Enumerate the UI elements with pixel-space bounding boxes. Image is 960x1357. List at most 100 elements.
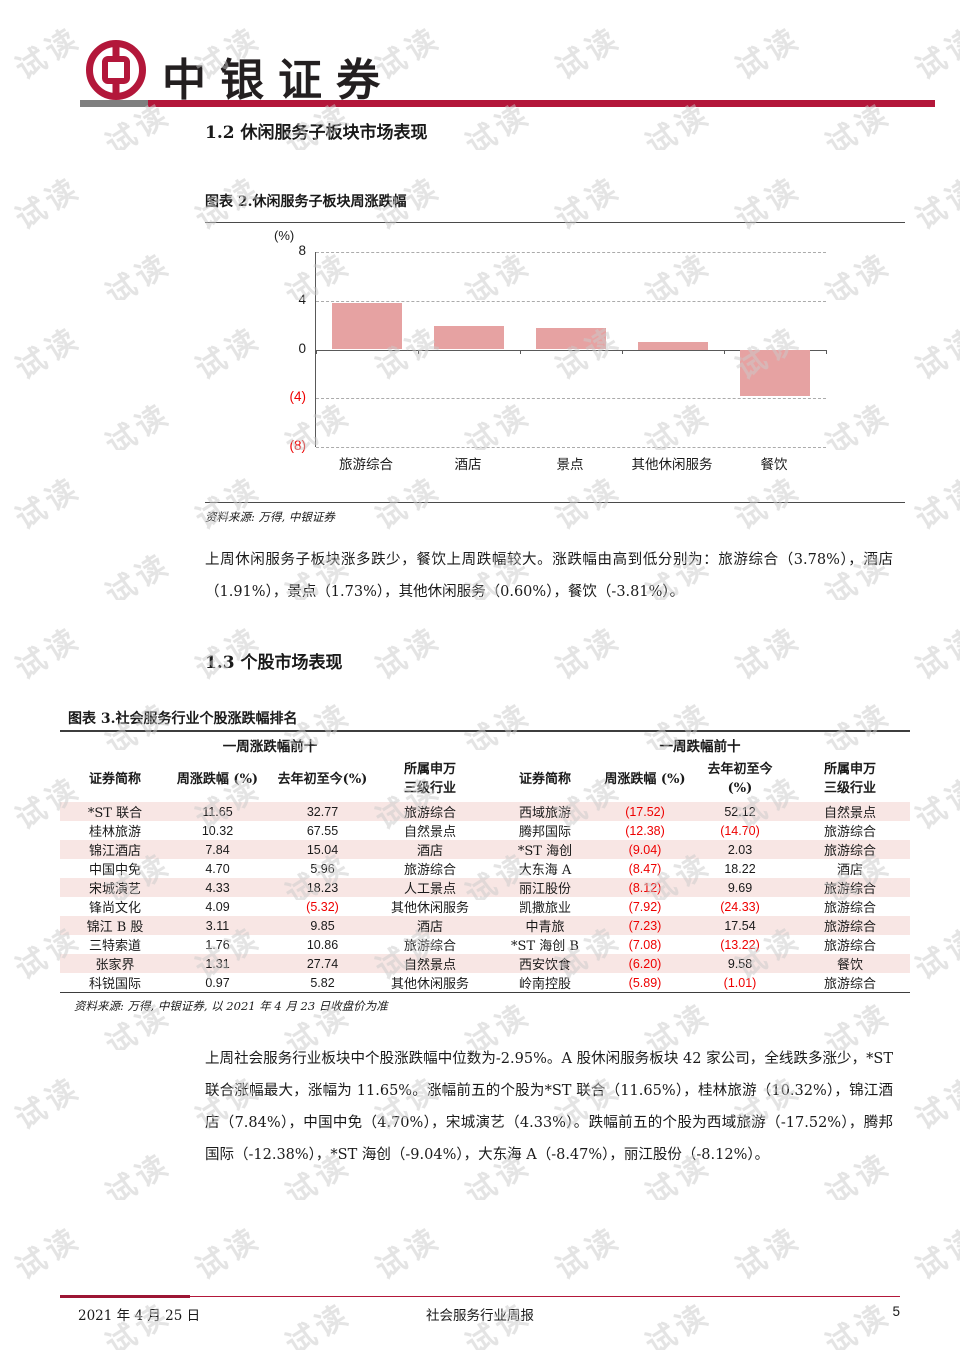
table-cell: *ST 海创 B bbox=[511, 939, 579, 954]
column-header: 所属申万 三级行业 bbox=[823, 762, 876, 796]
column-header: 周涨跌幅 (%) bbox=[176, 771, 259, 787]
table-cell: 9.69 bbox=[727, 880, 753, 895]
footer-rule-thick bbox=[60, 1295, 190, 1298]
table-cell: 餐饮 bbox=[836, 958, 863, 973]
table-cell: 旅游综合 bbox=[823, 939, 876, 954]
table-cell: (12.38) bbox=[625, 823, 665, 838]
section-heading-1-3: 1.3 个股市场表现 bbox=[205, 653, 343, 673]
table-cell: 67.55 bbox=[306, 823, 339, 838]
table-cell: 3.11 bbox=[205, 918, 230, 933]
table-cell: (1.01) bbox=[723, 975, 757, 990]
table-cell: 9.85 bbox=[310, 918, 335, 933]
table-cell: 自然景点 bbox=[403, 958, 456, 973]
table-cell: 旅游综合 bbox=[403, 939, 456, 954]
table-cell: 锦江 B 股 bbox=[86, 920, 144, 935]
table-cell: (8.47) bbox=[628, 861, 662, 876]
figure3-title: 图表 3.社会服务行业个股涨跌幅排名 bbox=[68, 711, 298, 727]
table-cell: 其他休闲服务 bbox=[390, 977, 469, 992]
table-cell: 酒店 bbox=[416, 844, 443, 859]
header-bar-red-segment bbox=[148, 100, 935, 107]
table-cell: 西域旅游 bbox=[518, 806, 571, 821]
table-cell: 中国中免 bbox=[88, 863, 141, 878]
table-cell: 人工景点 bbox=[403, 882, 456, 897]
table-cell: 岭南控股 bbox=[518, 977, 571, 992]
table-cell: (13.22) bbox=[720, 937, 760, 952]
bar-景点 bbox=[536, 328, 606, 350]
table-cell: (8.12) bbox=[628, 880, 662, 895]
figure2-top-rule bbox=[205, 222, 905, 223]
x-tick bbox=[724, 349, 725, 354]
table-cell: 4.09 bbox=[205, 899, 230, 914]
table-cell: 桂林旅游 bbox=[88, 825, 141, 840]
table-cell: 18.22 bbox=[724, 861, 756, 876]
table-cell: 2.03 bbox=[727, 842, 753, 857]
table-cell: 10.32 bbox=[201, 823, 234, 838]
gridline bbox=[316, 300, 826, 302]
gridline bbox=[316, 252, 826, 253]
table-cell: 自然景点 bbox=[403, 825, 456, 840]
table-cell: 10.86 bbox=[306, 937, 339, 952]
x-tick bbox=[316, 349, 317, 354]
footer-rule-thin bbox=[190, 1296, 900, 1297]
table-cell: 11.65 bbox=[202, 804, 233, 819]
table-cell: *ST 海创 bbox=[517, 844, 573, 859]
table-body: *ST 联合 11.65 32.77 旅游综合 西域旅游 (17.52) 52.12 自然景点… bbox=[60, 802, 910, 992]
table-cell: 丽江股份 bbox=[518, 882, 571, 897]
footer-date: 2021 年 4 月 25 日 bbox=[78, 1308, 201, 1324]
figure2-source: 资料来源: 万得, 中银证券 bbox=[205, 510, 335, 524]
table-cell: 旅游综合 bbox=[823, 825, 876, 840]
paragraph-stock-summary: 上周社会服务行业板块中个股涨跌幅中位数为-2.95%。A 股休闲服务板块 42 … bbox=[205, 1051, 893, 1163]
table-cell: 9.58 bbox=[727, 956, 753, 971]
brand-name: 中银证券 bbox=[162, 55, 394, 106]
table-cell: 其他休闲服务 bbox=[390, 901, 469, 916]
gridline bbox=[316, 447, 826, 448]
table-cell: 旅游综合 bbox=[823, 882, 876, 897]
x-tick bbox=[622, 349, 623, 354]
table-cell: (17.52) bbox=[625, 804, 665, 819]
figure2-title: 图表 2.休闲服务子板块周涨跌幅 bbox=[205, 194, 407, 210]
column-gap bbox=[480, 758, 490, 802]
figure3-source: 资料来源: 万得, 中银证券, 以 2021 年 4 月 23 日收盘价为准 bbox=[74, 999, 388, 1013]
footer-page-number: 5 bbox=[892, 1304, 900, 1319]
category-label: 餐饮 bbox=[760, 457, 788, 473]
table-cell: (7.92) bbox=[628, 899, 662, 914]
y-tick-label: 8 bbox=[298, 243, 306, 258]
table-cell: *ST 联合 bbox=[87, 806, 143, 821]
category-label: 景点 bbox=[556, 457, 584, 473]
table-cell: 锦江酒店 bbox=[88, 844, 141, 859]
table-cell: 旅游综合 bbox=[823, 920, 876, 935]
table-cell: 酒店 bbox=[836, 863, 863, 878]
table-row: 锦江酒店 7.84 15.04 酒店 *ST 海创 (9.04) 2.03 旅游综合 bbox=[60, 840, 910, 859]
group-header-gainers: 一周涨跌幅前十 bbox=[222, 739, 318, 755]
table-cell: 科锐国际 bbox=[88, 977, 141, 992]
table-cell: 腾邦国际 bbox=[518, 825, 571, 840]
table-cell: 旅游综合 bbox=[823, 844, 876, 859]
table-row: *ST 联合 11.65 32.77 旅游综合 西域旅游 (17.52) 52.12 自然景点 bbox=[60, 802, 910, 821]
table-row: 锋尚文化 4.09 (5.32) 其他休闲服务 凯撒旅业 (7.92) (24.33) 旅游综… bbox=[60, 897, 910, 917]
table-cell: 0.97 bbox=[205, 975, 230, 990]
y-tick-label: (8) bbox=[289, 438, 307, 453]
table-bottom-rule bbox=[60, 992, 910, 993]
column-header: 去年初至今(%) bbox=[277, 771, 368, 787]
table-cell: (5.32) bbox=[306, 899, 339, 914]
table-row: 张家界 1.31 27.74 自然景点 西安饮食 (6.20) 9.58 餐饮 bbox=[60, 954, 910, 973]
column-header: 周涨跌幅 (%) bbox=[604, 771, 686, 787]
bank-of-china-logo-icon bbox=[86, 40, 146, 100]
table-cell: 4.70 bbox=[205, 861, 230, 876]
table-row: 宋城演艺 4.33 18.23 人工景点 丽江股份 (8.12) 9.69 旅游综合 bbox=[60, 878, 910, 897]
y-tick-label: (4) bbox=[289, 389, 307, 405]
table-cell: 旅游综合 bbox=[823, 901, 876, 916]
chart-categories: 旅游综合 酒店 景点 其他休闲服务 餐饮 bbox=[315, 453, 825, 473]
table-cell: 1.31 bbox=[205, 956, 230, 971]
table-cell: 15.04 bbox=[306, 842, 339, 857]
x-tick bbox=[520, 349, 521, 354]
table-row: 中国中免 4.70 5.96 旅游综合 大东海 A (8.47) 18.22 酒店 bbox=[60, 859, 910, 879]
table-cell: (14.70) bbox=[720, 823, 760, 838]
column-header: 证券简称 bbox=[518, 771, 571, 787]
table-cell: (5.89) bbox=[628, 975, 662, 990]
table-cell: 5.82 bbox=[310, 975, 335, 990]
table-cell: 32.77 bbox=[306, 804, 339, 819]
table-row: 桂林旅游 10.32 67.55 自然景点 腾邦国际 (12.38) (14.70) 旅游综合 bbox=[60, 821, 910, 841]
group-header-losers: 一周跌幅前十 bbox=[659, 739, 741, 755]
table-row: 科锐国际 0.97 5.82 其他休闲服务 岭南控股 (5.89) (1.01) 旅游综合 bbox=[60, 973, 910, 993]
